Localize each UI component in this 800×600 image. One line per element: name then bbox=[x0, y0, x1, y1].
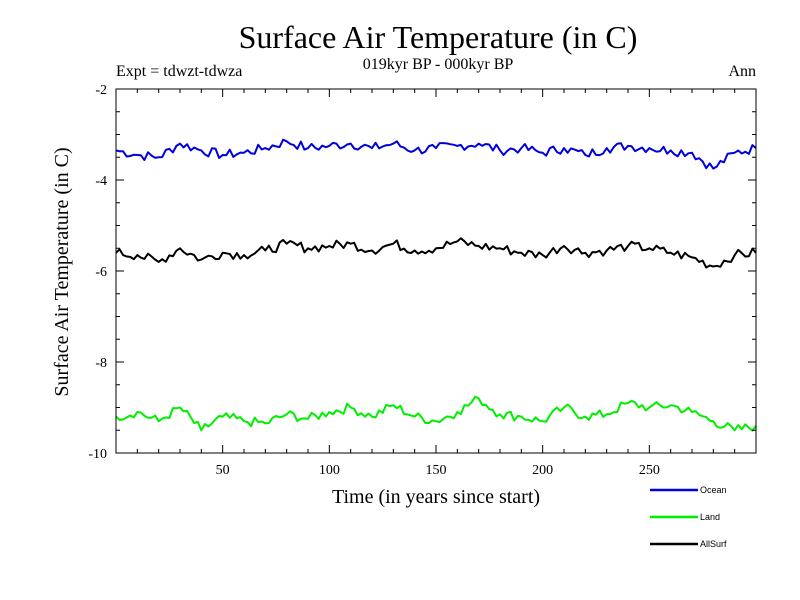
plot-area bbox=[115, 88, 757, 454]
chart-title: Surface Air Temperature (in C) bbox=[239, 19, 638, 55]
y-tick-label: -10 bbox=[88, 447, 107, 462]
x-axis-label: Time (in years since start) bbox=[332, 486, 540, 508]
legend-label-land: Land bbox=[700, 512, 720, 522]
plot-frame bbox=[115, 88, 757, 454]
y-tick-label: -8 bbox=[95, 356, 107, 371]
x-tick-label: 100 bbox=[319, 463, 340, 478]
chart-subtitle: 019kyr BP - 000kyr BP bbox=[363, 56, 514, 73]
legend-label-allsurf: AllSurf bbox=[700, 539, 727, 549]
y-tick-label: -4 bbox=[95, 174, 107, 189]
y-axis-label: Surface Air Temperature (in C) bbox=[51, 147, 73, 396]
x-tick-label: 150 bbox=[426, 463, 447, 478]
axis-ticks: 50 100 150 200 250 -10 -8 -6 -4 -2 bbox=[88, 83, 756, 478]
series-line-land bbox=[115, 395, 757, 432]
x-tick-label: 50 bbox=[216, 463, 230, 478]
legend-label-ocean: Ocean bbox=[700, 485, 727, 495]
series-line-ocean bbox=[115, 138, 757, 170]
season-label: Ann bbox=[728, 63, 756, 80]
y-tick-label: -6 bbox=[95, 265, 107, 280]
experiment-label: Expt = tdwzt-tdwza bbox=[116, 63, 242, 80]
y-tick-label: -2 bbox=[95, 83, 107, 98]
series-line-allsurf bbox=[115, 237, 757, 269]
x-tick-label: 200 bbox=[532, 463, 553, 478]
legend: Ocean Land AllSurf bbox=[650, 485, 727, 549]
x-tick-label: 250 bbox=[639, 463, 660, 478]
